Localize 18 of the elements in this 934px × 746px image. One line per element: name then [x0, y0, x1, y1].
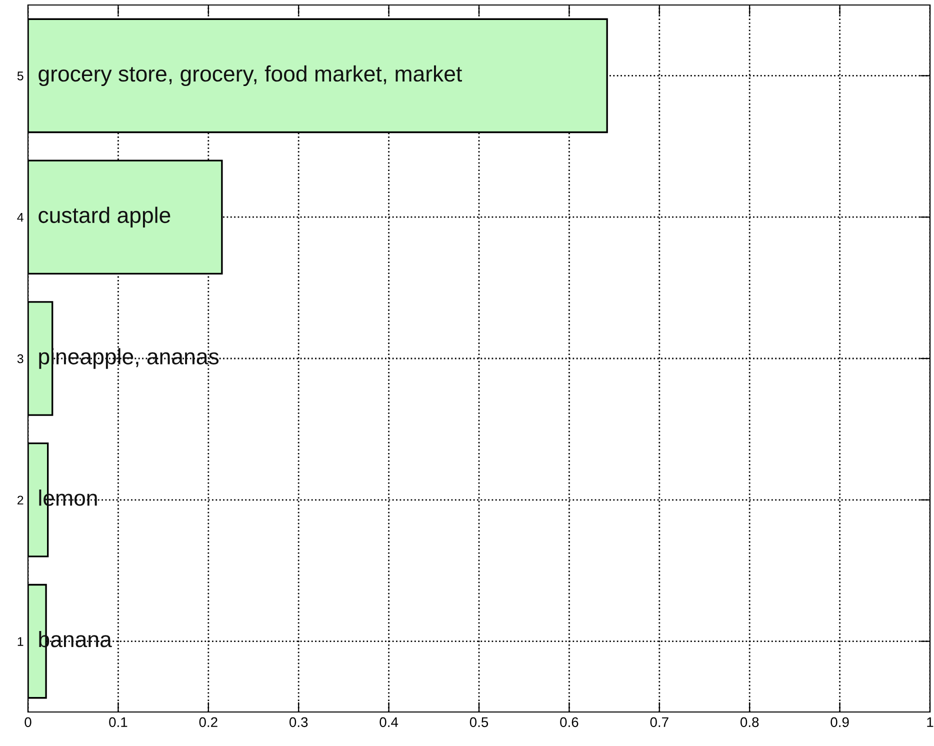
x-tick-label: 0.1: [109, 717, 128, 728]
x-tick-label: 0: [24, 717, 32, 728]
x-tick-label: 0.5: [470, 717, 488, 728]
y-tick-label: 2: [18, 496, 24, 504]
y-tick-label: 5: [17, 72, 24, 80]
x-tick-label: 0.3: [289, 717, 308, 728]
x-tick-label: 0.8: [740, 717, 759, 728]
x-tick-label: 0.6: [560, 717, 578, 728]
x-tick-label: 0.7: [650, 717, 668, 728]
x-tick-label: 0.2: [199, 717, 218, 728]
annotation: grocery store, grocery, food market, market: [38, 65, 462, 86]
y-tick-label: 4: [17, 213, 24, 222]
x-tick-label: 1: [927, 717, 934, 727]
y-tick-label: 3: [17, 354, 24, 364]
annotation: custard apple: [38, 206, 170, 228]
y-tick-label: 1: [18, 637, 24, 646]
x-tick-label: 0.9: [830, 717, 849, 728]
x-tick-label: 0.4: [380, 717, 398, 728]
